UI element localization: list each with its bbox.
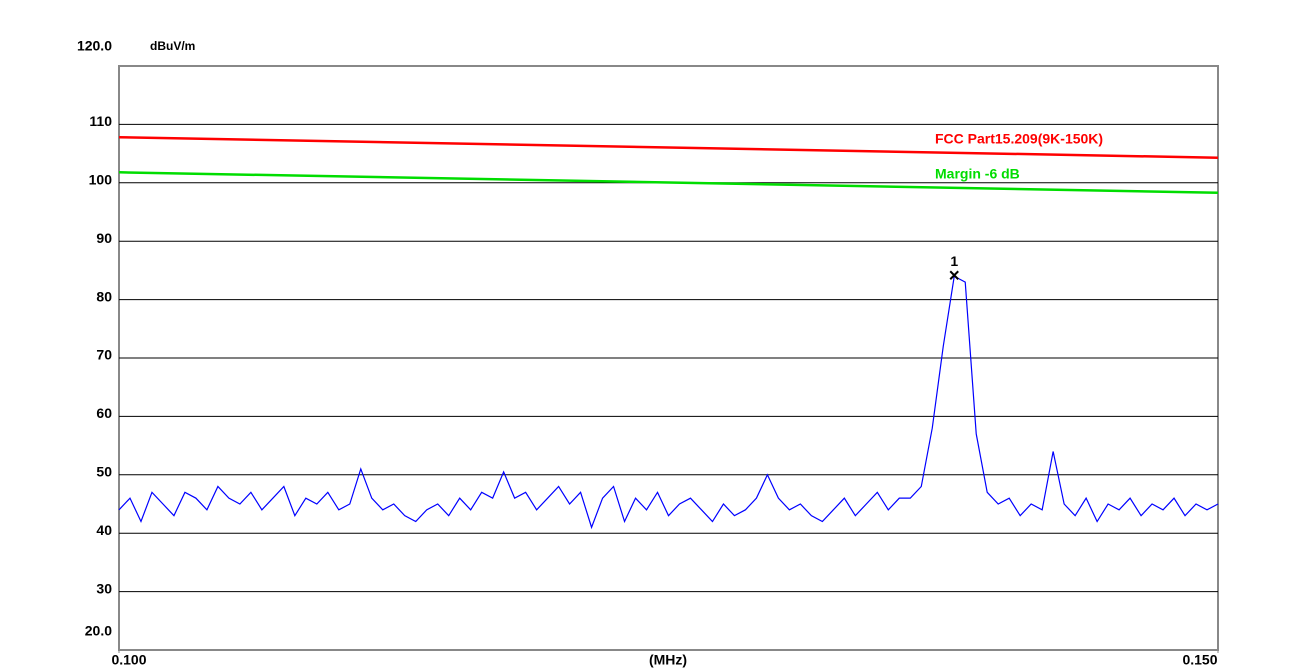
x-tick-label: 0.100	[111, 652, 146, 668]
y-tick-label: 110	[89, 113, 112, 129]
y-tick-label: 80	[96, 288, 112, 304]
y-tick-label: 70	[96, 347, 112, 363]
y-tick-label: 20.0	[85, 623, 112, 639]
series-label: FCC Part15.209(9K-150K)	[935, 130, 1103, 146]
peak-label: 1	[950, 253, 958, 269]
y-tick-label: 30	[96, 580, 112, 596]
series-line	[118, 171, 1219, 194]
y-tick-label: 50	[96, 464, 112, 480]
y-tick-label: 100	[89, 172, 113, 188]
peak-marker	[949, 270, 959, 280]
series-line	[118, 275, 1219, 530]
y-tick-label: 40	[96, 522, 112, 538]
series-label: Margin -6 dB	[935, 165, 1020, 181]
y-unit: dBuV/m	[150, 39, 195, 53]
y-tick-label: 60	[96, 405, 112, 421]
series-line	[118, 136, 1219, 159]
x-tick-label: 0.150	[1182, 652, 1217, 668]
y-tick-label: 120.0	[77, 38, 112, 54]
x-axis-label: (MHz)	[649, 652, 687, 668]
y-tick-label: 90	[96, 230, 112, 246]
